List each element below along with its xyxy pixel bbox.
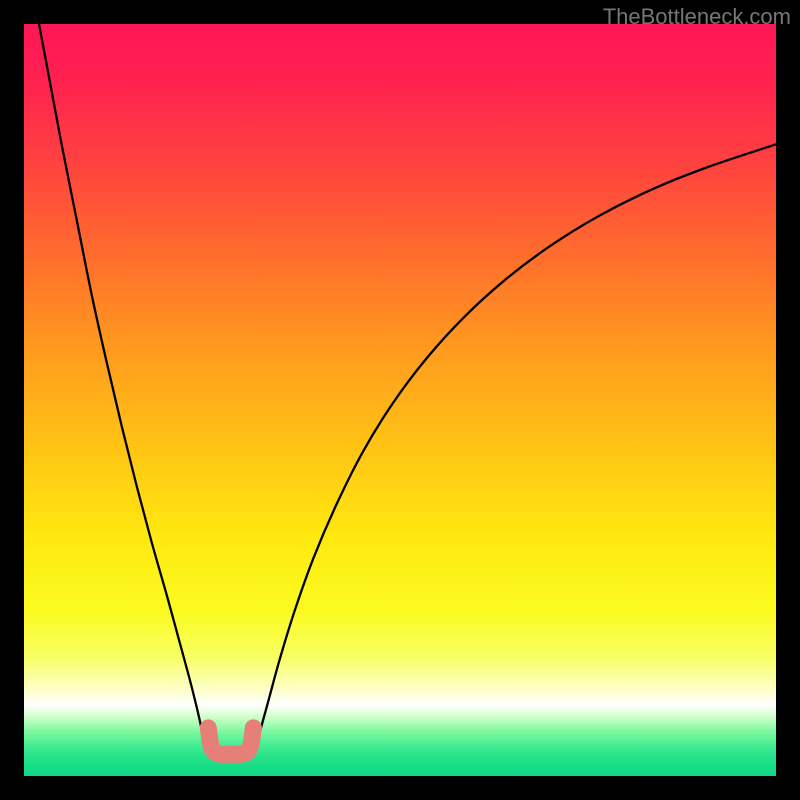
valley-highlight <box>208 728 253 755</box>
watermark-text: TheBottleneck.com <box>603 4 791 30</box>
plot-area <box>24 24 776 776</box>
chart-svg <box>24 24 776 776</box>
curve-right <box>253 144 776 755</box>
curve-left <box>39 24 208 755</box>
